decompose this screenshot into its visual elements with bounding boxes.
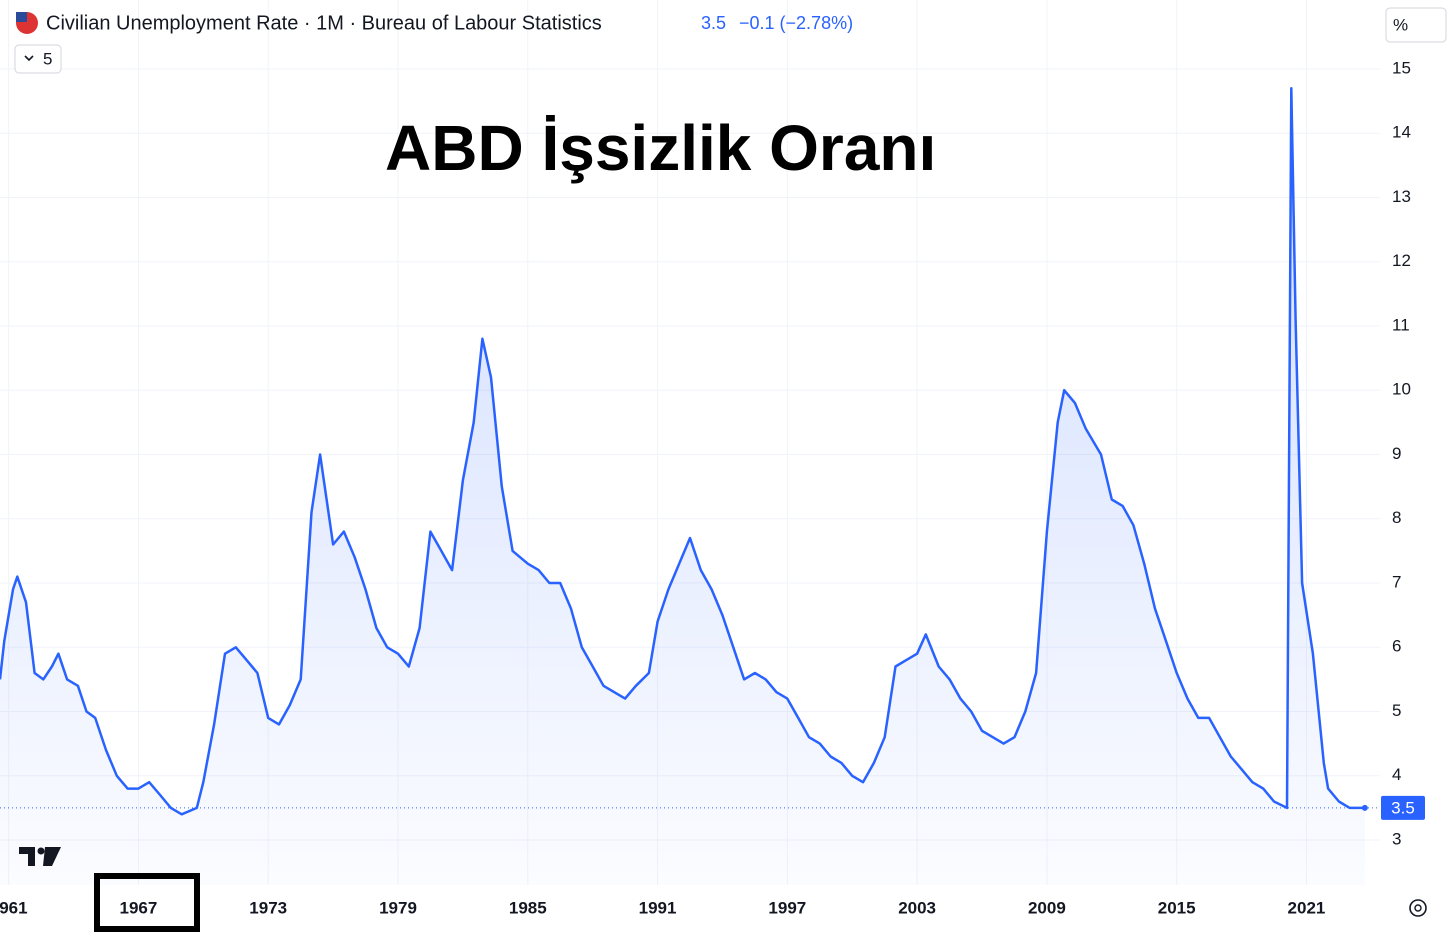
x-tick-label: 1979 xyxy=(379,898,417,917)
chart-title: ABD İşsizlik Oranı xyxy=(385,112,936,184)
y-tick-label: 12 xyxy=(1392,251,1411,270)
y-tick-label: 9 xyxy=(1392,444,1401,463)
logo-shape xyxy=(43,847,61,866)
x-tick-label: 2009 xyxy=(1028,898,1066,917)
y-tick-label: 3 xyxy=(1392,829,1401,848)
x-tick-label: 1973 xyxy=(249,898,287,917)
logo-shape xyxy=(19,847,35,866)
x-tick-label: 1967 xyxy=(120,898,158,917)
flag-icon-canton xyxy=(16,12,27,22)
change: −0.1 (−2.78%) xyxy=(739,13,853,33)
y-tick-label: 15 xyxy=(1392,58,1411,77)
x-tick-label: 2003 xyxy=(898,898,936,917)
plot-area xyxy=(0,87,1380,885)
y-tick-label: 10 xyxy=(1392,380,1411,399)
highlight-box xyxy=(94,873,200,932)
x-tick-label: 2015 xyxy=(1158,898,1196,917)
last-value: 3.5 xyxy=(701,13,726,33)
x-tick-label: 1991 xyxy=(639,898,677,917)
chevron-icon xyxy=(24,55,34,62)
x-tick-label: 1997 xyxy=(768,898,806,917)
legend: Civilian Unemployment Rate · 1M · Bureau… xyxy=(14,12,853,74)
last-point xyxy=(1361,804,1368,811)
unit-label: % xyxy=(1393,15,1408,34)
y-tick-label: 14 xyxy=(1392,123,1411,142)
last-value-badge xyxy=(1381,795,1425,820)
last-value-badge-label: 3.5 xyxy=(1391,798,1415,817)
tv-logo xyxy=(19,847,61,866)
x-tick-label: 1961 xyxy=(0,898,28,917)
y-tick-label: 5 xyxy=(1392,701,1401,720)
x-tick-label: 2021 xyxy=(1288,898,1326,917)
y-tick-label: 8 xyxy=(1392,508,1401,527)
y-tick-label: 4 xyxy=(1392,765,1401,784)
settings-icon[interactable] xyxy=(1409,899,1427,917)
line xyxy=(0,87,1365,816)
y-tick-label: 6 xyxy=(1392,637,1401,656)
series-name: Civilian Unemployment Rate · 1M · Bureau… xyxy=(46,12,602,34)
y-tick-label: 11 xyxy=(1392,315,1410,334)
y-tick-label: 7 xyxy=(1392,572,1401,591)
x-tick-label: 1985 xyxy=(509,898,547,917)
settings-icon-center xyxy=(1414,904,1422,912)
logo-shape xyxy=(37,847,45,855)
unit-button[interactable] xyxy=(1385,7,1447,43)
y-tick-label: 13 xyxy=(1392,187,1411,206)
area xyxy=(0,88,1365,885)
indicators-count: 5 xyxy=(43,49,52,68)
indicators-button[interactable] xyxy=(14,44,62,74)
axes: 3 4 5 6 7 8 9 10 11 12 13 14 15 1961 1967 1973 1979 1985 1… xyxy=(0,58,1425,917)
